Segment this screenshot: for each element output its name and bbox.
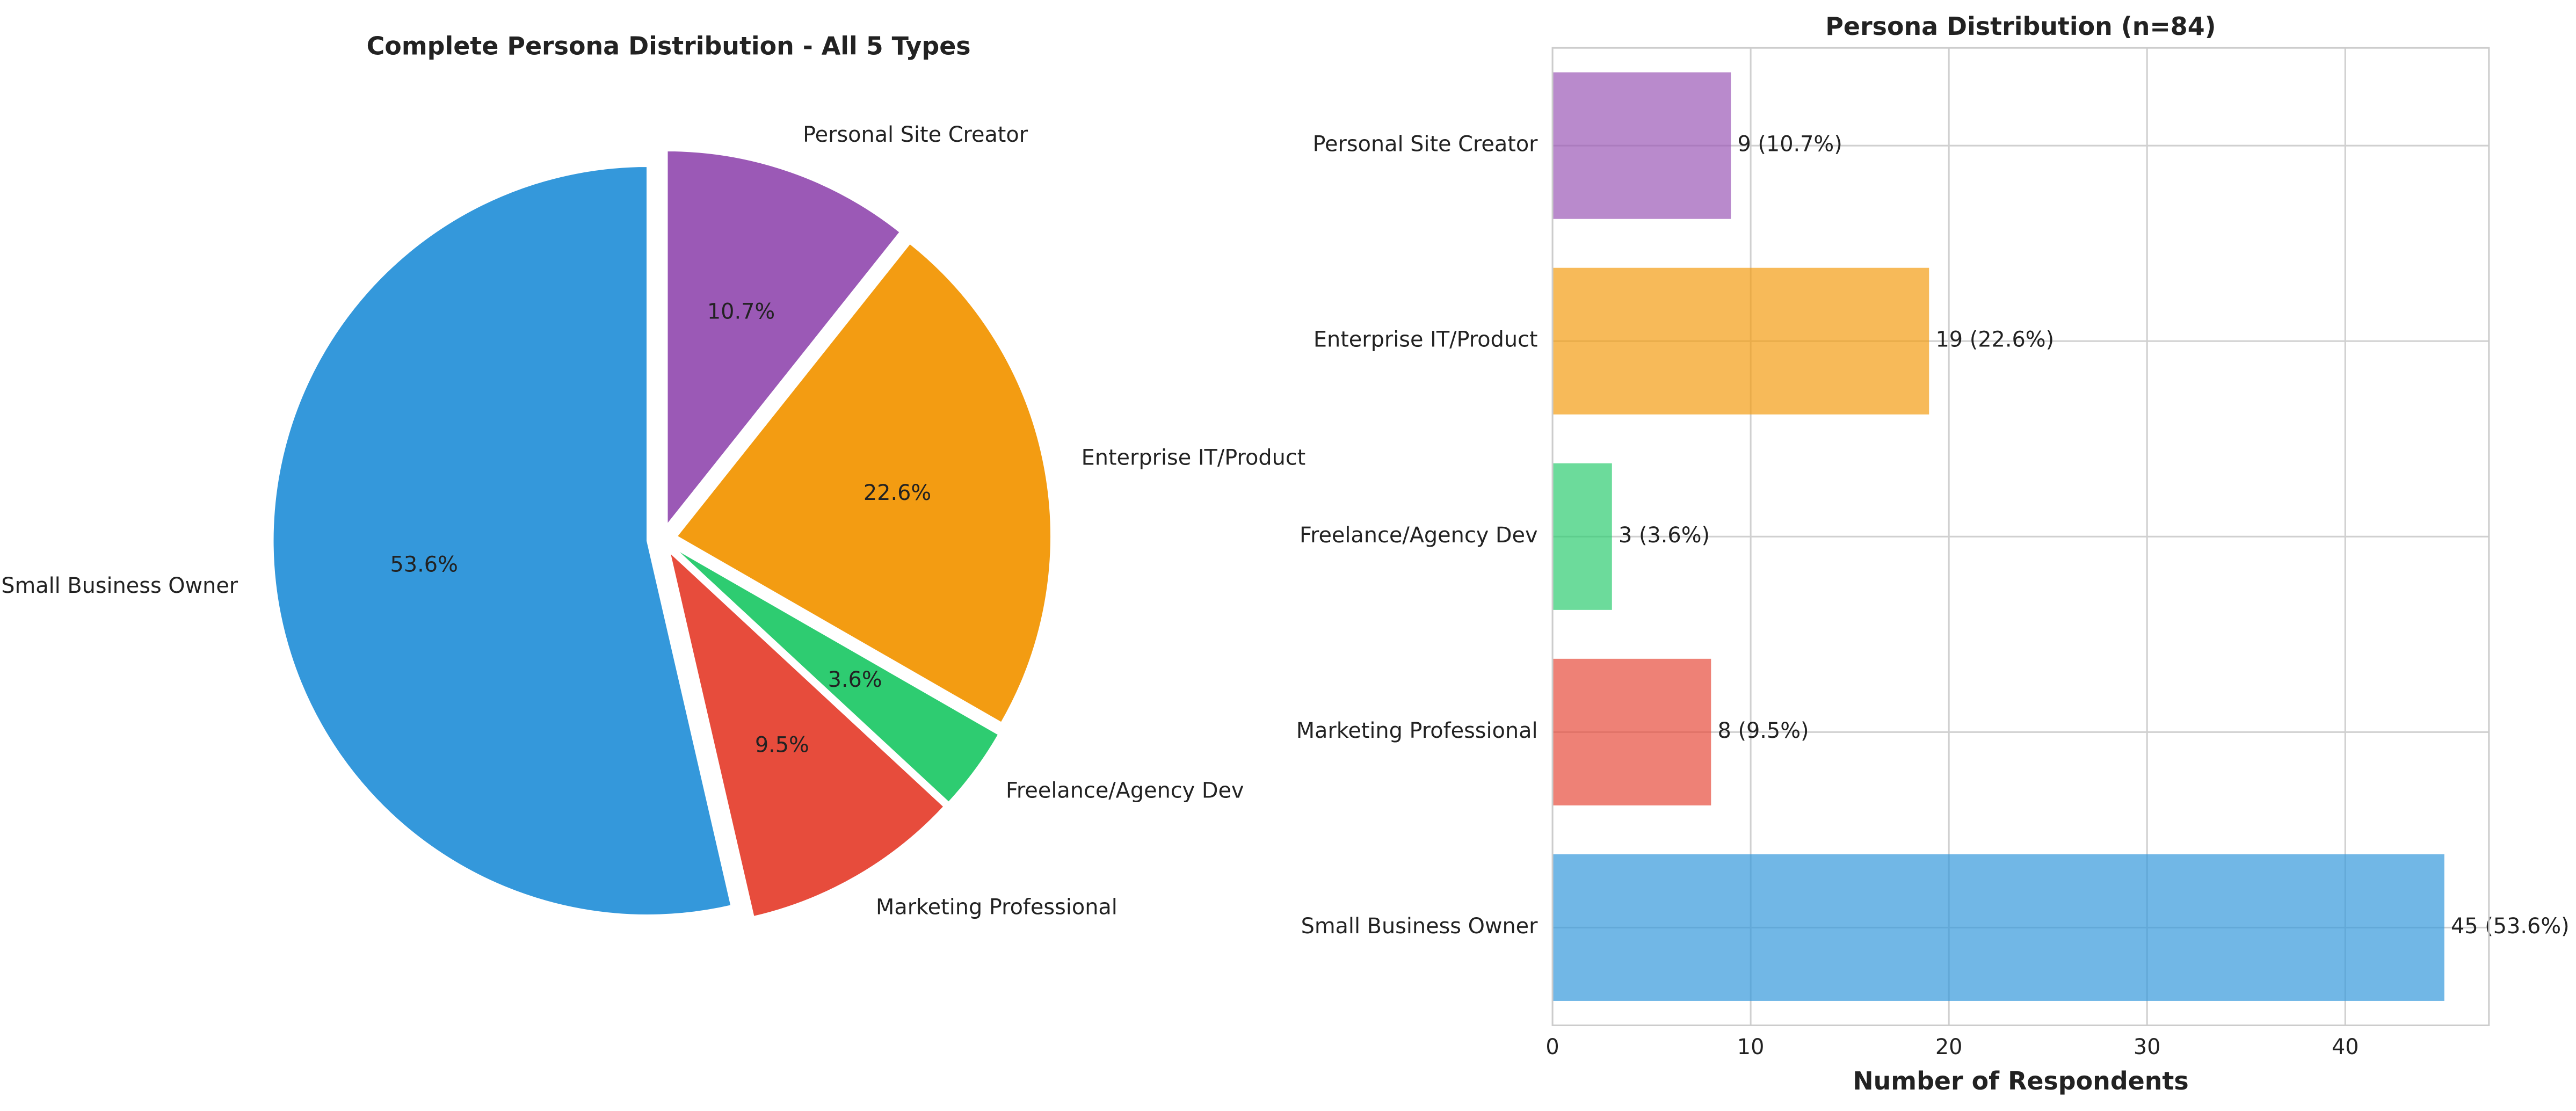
y-tick-label: Marketing Professional xyxy=(1296,718,1538,743)
bar-value-label: 8 (9.5%) xyxy=(1718,718,1809,743)
bar xyxy=(1552,854,2444,1001)
pie-slice xyxy=(675,242,1052,724)
pie-label: Personal Site Creator xyxy=(803,122,1028,147)
x-axis-label: Number of Respondents xyxy=(1853,1066,2188,1095)
bar-title: Persona Distribution (n=84) xyxy=(1825,12,2216,41)
pie-label: Marketing Professional xyxy=(876,895,1118,919)
pie-pct-label: 9.5% xyxy=(755,732,809,757)
bar xyxy=(1552,267,1929,415)
bar-value-label: 19 (22.6%) xyxy=(1936,328,2055,352)
y-tick-label: Small Business Owner xyxy=(1301,914,1539,939)
bar xyxy=(1552,658,1711,805)
pie-slice xyxy=(668,549,946,918)
x-tick-label: 20 xyxy=(1935,1035,1963,1059)
pie-pct-label: 3.6% xyxy=(828,667,882,692)
pie-pct-label: 22.6% xyxy=(863,481,931,505)
pie-pct-label: 10.7% xyxy=(707,299,775,324)
pie-label: Freelance/Agency Dev xyxy=(1006,779,1244,803)
y-tick-label: Personal Site Creator xyxy=(1312,132,1538,157)
pie-pct-label: 53.6% xyxy=(390,553,458,577)
bar xyxy=(1552,72,1731,219)
plot-frame xyxy=(1551,47,2490,1026)
pie-label: Small Business Owner xyxy=(1,573,238,598)
x-tick-label: 0 xyxy=(1545,1035,1559,1059)
y-tick-label: Freelance/Agency Dev xyxy=(1300,523,1538,548)
x-tick-label: 10 xyxy=(1737,1035,1765,1059)
pie-slice xyxy=(673,547,1000,804)
bar-value-label: 9 (10.7%) xyxy=(1737,132,1842,157)
pie-slice xyxy=(666,149,902,528)
bar-value-label: 3 (3.6%) xyxy=(1619,523,1710,548)
x-tick-label: 30 xyxy=(2134,1035,2161,1059)
bar-value-label: 45 (53.6%) xyxy=(2451,914,2570,939)
x-tick-label: 40 xyxy=(2332,1035,2359,1059)
bar xyxy=(1552,463,1612,610)
pie-label: Enterprise IT/Product xyxy=(1082,445,1306,470)
y-tick-label: Enterprise IT/Product xyxy=(1314,328,1538,352)
pie-title: Complete Persona Distribution - All 5 Ty… xyxy=(367,32,971,61)
pie-slice xyxy=(272,165,732,917)
